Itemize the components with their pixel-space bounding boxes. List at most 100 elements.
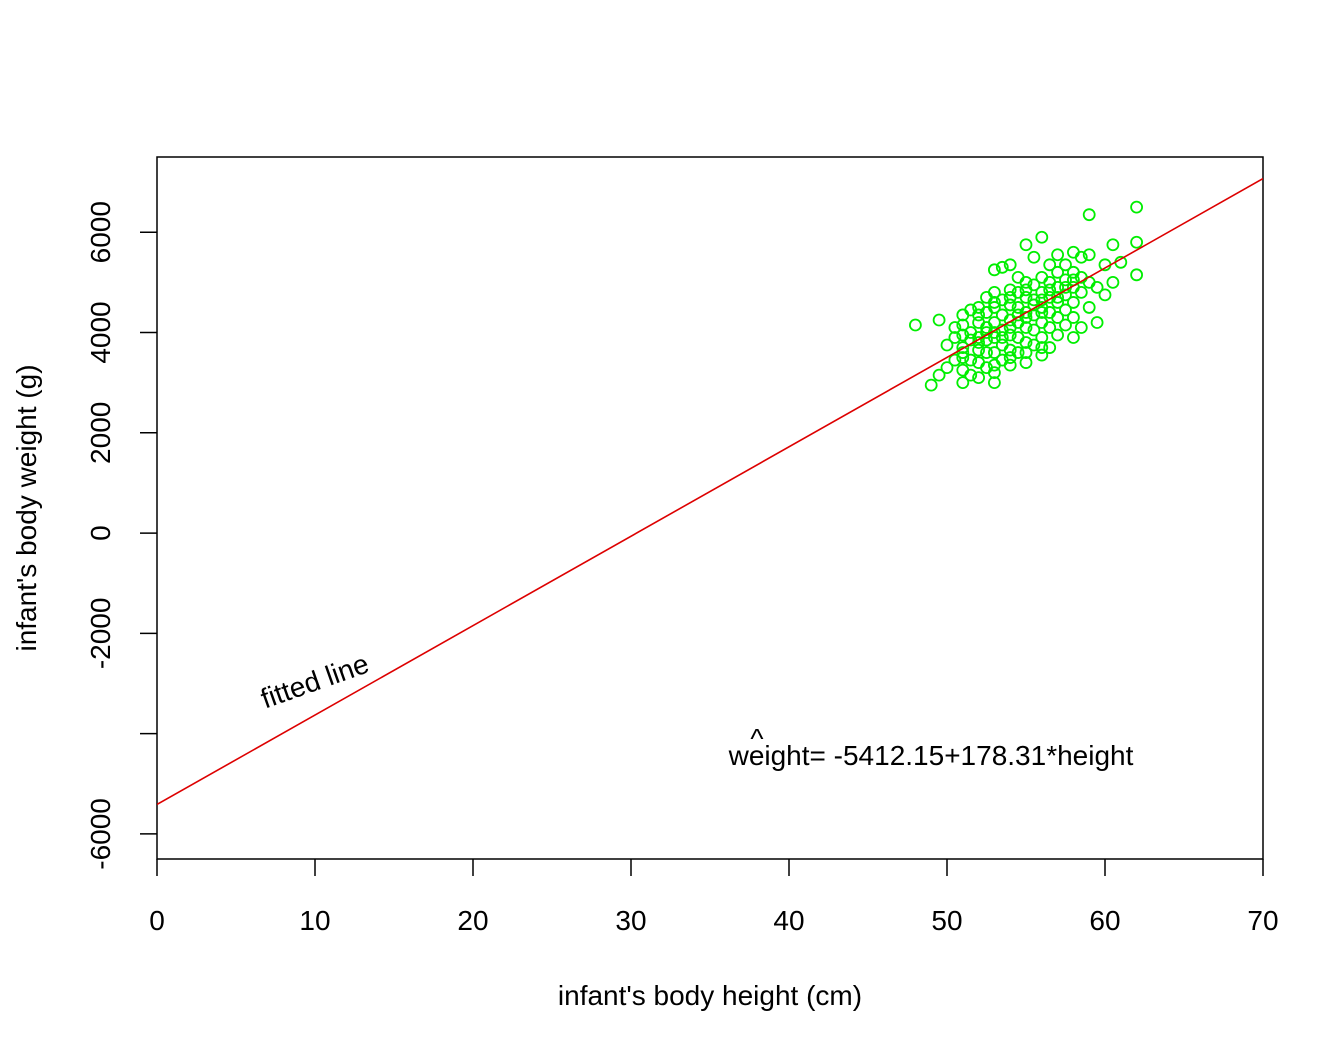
data-point bbox=[1019, 283, 1033, 297]
data-point bbox=[1003, 298, 1017, 312]
data-point bbox=[988, 366, 1001, 380]
data-point bbox=[995, 260, 1009, 274]
regression-equation: weight= -5412.15+178.31*height bbox=[728, 740, 1134, 771]
data-point bbox=[956, 376, 970, 390]
data-point bbox=[956, 351, 970, 364]
data-point bbox=[940, 338, 954, 352]
data-point bbox=[932, 313, 946, 327]
data-point bbox=[1067, 311, 1080, 324]
data-point bbox=[1074, 321, 1088, 334]
data-point bbox=[1019, 306, 1033, 319]
data-point bbox=[1051, 248, 1064, 262]
data-point bbox=[1090, 316, 1104, 329]
data-point bbox=[995, 308, 1009, 322]
data-point bbox=[1051, 296, 1064, 309]
x-tick-label: 0 bbox=[149, 905, 165, 936]
data-point bbox=[1003, 328, 1017, 342]
data-point bbox=[1003, 358, 1017, 372]
data-point bbox=[1019, 238, 1033, 252]
data-point bbox=[1067, 331, 1080, 344]
data-point bbox=[1067, 245, 1080, 259]
data-point bbox=[1003, 290, 1017, 304]
x-tick-label: 20 bbox=[457, 905, 488, 936]
plot-frame bbox=[156, 156, 1264, 860]
data-point bbox=[964, 368, 978, 382]
data-point bbox=[980, 290, 993, 304]
data-point bbox=[1035, 270, 1049, 284]
data-point bbox=[932, 368, 946, 382]
data-point bbox=[1003, 258, 1017, 272]
data-point bbox=[1059, 288, 1072, 302]
data-point bbox=[1011, 270, 1025, 284]
data-point bbox=[1082, 208, 1096, 222]
data-point bbox=[1003, 283, 1017, 297]
data-point bbox=[972, 308, 985, 322]
data-point bbox=[1027, 293, 1041, 307]
data-point bbox=[1051, 311, 1064, 324]
data-point bbox=[1051, 280, 1064, 294]
data-point bbox=[1074, 250, 1088, 264]
data-point bbox=[1098, 288, 1112, 302]
data-point bbox=[988, 346, 1001, 359]
data-point bbox=[1130, 235, 1143, 249]
data-point bbox=[948, 353, 962, 367]
fitted-regression-line bbox=[157, 177, 1263, 806]
x-axis: 0 10 20 30 40 50 60 70 bbox=[149, 859, 1279, 936]
data-point bbox=[1043, 321, 1057, 334]
data-point bbox=[1051, 328, 1064, 342]
y-tick-label: 6000 bbox=[85, 201, 116, 263]
data-point bbox=[1059, 318, 1072, 332]
data-point bbox=[1067, 296, 1080, 309]
data-point bbox=[1027, 323, 1041, 337]
data-point bbox=[995, 331, 1009, 344]
data-point bbox=[1106, 238, 1120, 252]
data-point bbox=[1019, 275, 1033, 289]
data-point bbox=[1003, 351, 1017, 364]
data-point bbox=[972, 343, 985, 357]
data-point bbox=[1059, 303, 1072, 317]
data-point bbox=[988, 285, 1001, 299]
data-point bbox=[1027, 250, 1041, 264]
y-axis-label: infant's body weight (g) bbox=[11, 364, 42, 651]
data-point bbox=[1082, 301, 1096, 314]
data-point bbox=[909, 318, 922, 332]
x-tick-label: 50 bbox=[931, 905, 962, 936]
y-tick-label: 4000 bbox=[85, 301, 116, 363]
data-point bbox=[1027, 308, 1041, 322]
x-tick-label: 10 bbox=[299, 905, 330, 936]
x-tick-label: 60 bbox=[1089, 905, 1120, 936]
data-point bbox=[1059, 273, 1072, 287]
data-point bbox=[956, 363, 970, 377]
data-point bbox=[1019, 336, 1033, 349]
fitted-line-label: fitted line bbox=[257, 648, 373, 715]
data-point bbox=[1035, 348, 1049, 362]
data-point bbox=[1019, 356, 1033, 369]
data-point bbox=[972, 371, 985, 385]
y-tick-label: -2000 bbox=[85, 598, 116, 670]
data-point bbox=[1019, 346, 1033, 359]
x-tick-label: 40 bbox=[773, 905, 804, 936]
data-point bbox=[1003, 343, 1017, 357]
y-tick-label: 0 bbox=[85, 525, 116, 541]
data-point bbox=[1090, 280, 1104, 294]
data-point bbox=[964, 326, 978, 339]
x-tick-label: 70 bbox=[1247, 905, 1278, 936]
y-tick-label: 2000 bbox=[85, 402, 116, 464]
data-point bbox=[948, 321, 962, 334]
data-point bbox=[940, 361, 954, 375]
data-point bbox=[1035, 230, 1049, 244]
x-axis-label: infant's body height (cm) bbox=[558, 980, 862, 1011]
data-point bbox=[948, 331, 962, 344]
data-point bbox=[1106, 275, 1120, 289]
data-point bbox=[1043, 283, 1057, 297]
data-point bbox=[1082, 248, 1096, 262]
data-point bbox=[1035, 331, 1049, 344]
data-point bbox=[1035, 306, 1049, 319]
data-point bbox=[988, 316, 1001, 329]
data-point bbox=[956, 346, 970, 359]
equation-hat: ^ bbox=[750, 723, 763, 754]
y-tick-label: -6000 bbox=[85, 798, 116, 870]
data-point bbox=[964, 353, 978, 367]
data-point bbox=[1019, 321, 1033, 334]
